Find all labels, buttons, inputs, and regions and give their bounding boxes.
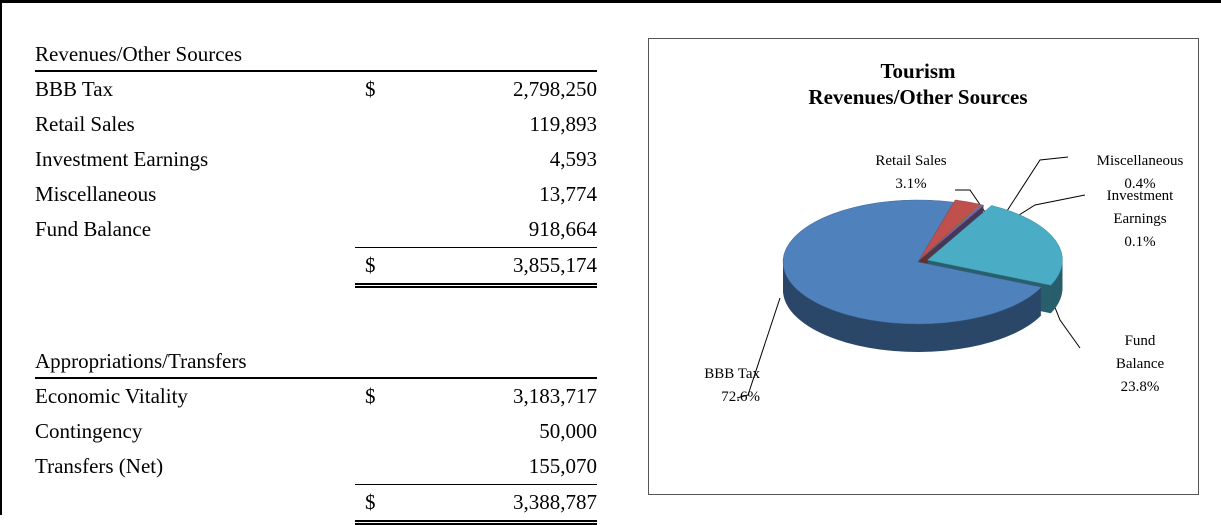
row: BBB Tax $2,798,250 [35,71,597,107]
header-row: Revenues/Other Sources [35,38,597,72]
cell: $ [365,77,376,101]
slice-label: Retail Sales 3.1% [856,150,966,196]
cell: $ [365,384,376,408]
pie-slice [926,205,1063,286]
cell: Miscellaneous [35,182,157,206]
cell: 4,593 [549,147,597,171]
pie-side [919,208,984,264]
cell: 155,070 [528,454,597,478]
row: Fund Balance 918,664 [35,212,597,248]
cell: Transfers (Net) [35,454,164,479]
cell: 13,774 [539,182,597,206]
category-label: Fund Balance [1115,333,1165,372]
row: Investment Earnings 4,593 [35,142,597,177]
section-title: Revenues/Other Sources [35,38,597,72]
chart-box [648,38,1199,495]
slice-label: Investment Earnings 0.1% [1085,185,1195,254]
revenues-table: Revenues/Other Sources BBB Tax $2,798,250 R… [35,38,597,288]
cell: 2,798,250 [513,77,597,101]
row: Retail Sales 119,893 [35,107,597,142]
row: Contingency 50,000 [35,414,597,449]
cell: Fund Balance [35,217,152,242]
cell: Retail Sales [35,112,135,136]
category-label: Retail Sales [875,153,947,169]
header-row: Appropriations/Transfers [35,345,597,379]
cell: $ [355,247,440,288]
row: Economic Vitality $3,183,717 [35,378,597,414]
pie-side [919,210,984,266]
leader [1004,156,1069,215]
row: Transfers (Net) 155,070 [35,449,597,485]
chart-title: Tourism [880,59,956,83]
cell: 918,664 [528,217,597,241]
value-label: 23.8% [1120,379,1160,395]
value-label: 72.6% [721,389,760,405]
category-label: Miscellaneous [1096,153,1184,169]
pie-slice [782,199,1042,325]
cell: 119,893 [529,112,597,136]
pie-slice [919,199,981,260]
cell: Contingency [35,419,143,443]
cell: 3,183,717 [513,384,597,408]
cell: Investment Earnings [35,147,209,171]
total-row: $3,855,174 [35,247,597,288]
cell: BBB Tax [35,77,114,101]
chart-subtitle: Revenues/Other Sources [808,85,1027,109]
slice-label: BBB Tax 72.6% [680,363,760,409]
value-label: 0.1% [1124,234,1156,250]
pie-side [919,205,984,261]
value-label: 3.1% [895,176,927,192]
pie-slice [919,204,985,261]
value-label: 0.4% [1124,176,1156,192]
category-label: BBB Tax [704,366,760,382]
pie-side [919,209,984,265]
cell: Economic Vitality [35,384,188,408]
cell: 50,000 [539,419,597,443]
pie-side [919,206,984,262]
slice-label: Miscellaneous 0.4% [1085,150,1195,196]
cell: 3,855,174 [440,247,597,288]
section-title: Appropriations/Transfers [35,345,597,379]
leader [736,297,781,399]
slice-label: Fund Balance 23.8% [1085,330,1195,399]
category-label: Investment Earnings [1106,188,1174,227]
row: Miscellaneous 13,774 [35,177,597,212]
pie-side [919,207,984,263]
